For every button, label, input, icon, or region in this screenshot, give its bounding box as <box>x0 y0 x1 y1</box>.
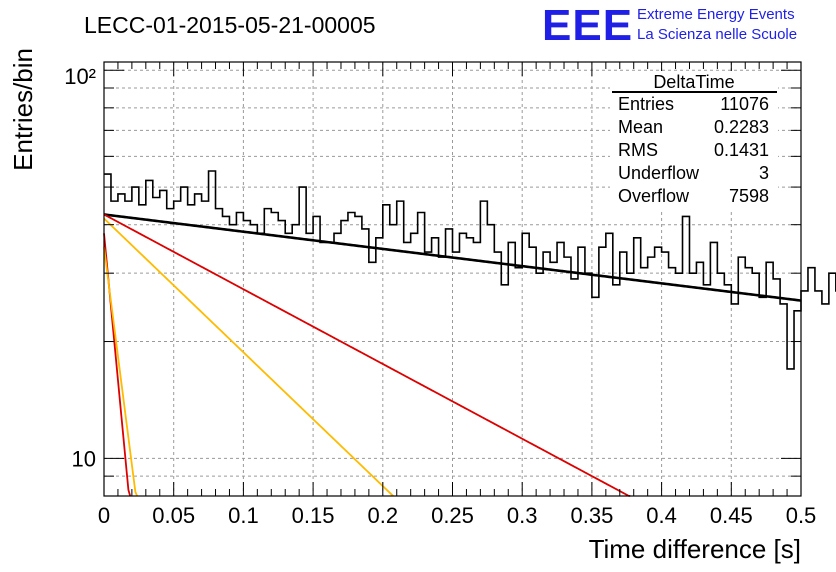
x-axis-title: Time difference [s] <box>589 534 801 564</box>
fit-curve <box>103 213 802 302</box>
stat-label: Overflow <box>618 186 690 206</box>
x-tick-label: 0.35 <box>570 503 613 528</box>
stat-label: RMS <box>618 140 658 160</box>
stat-value: 0.1431 <box>714 140 769 160</box>
stat-value: 7598 <box>729 186 769 206</box>
fit-curve <box>103 217 394 497</box>
x-tick-label: 0.05 <box>152 503 195 528</box>
fit-curve <box>103 213 631 497</box>
stat-value: 11076 <box>720 94 769 114</box>
x-tick-label: 0.45 <box>710 503 753 528</box>
stat-value: 0.2283 <box>714 117 769 137</box>
stats-box: DeltaTime Entries 11076 Mean 0.2283 RMS … <box>610 71 778 209</box>
stat-value: 3 <box>759 163 769 183</box>
x-tick-label: 0.4 <box>646 503 677 528</box>
stat-label: Underflow <box>618 163 700 183</box>
fit-curves <box>103 213 802 497</box>
x-tick-label: 0 <box>98 503 110 528</box>
y-tick-label: 10² <box>64 64 96 89</box>
stat-label: Mean <box>618 117 663 137</box>
x-tick-label: 0.1 <box>228 503 259 528</box>
stats-box-title: DeltaTime <box>653 72 734 92</box>
logo-line-2: La Scienza nelle Scuole <box>637 26 797 43</box>
fit-curve <box>103 247 138 497</box>
x-tick-label: 0.5 <box>786 503 817 528</box>
x-tick-label: 0.3 <box>507 503 538 528</box>
stat-label: Entries <box>618 94 674 114</box>
stats-box-bg <box>610 71 778 209</box>
x-tick-label: 0.2 <box>368 503 399 528</box>
logo-line-1: Extreme Energy Events <box>637 6 795 23</box>
x-tick-label: 0.15 <box>292 503 335 528</box>
y-axis-title: Entries/bin <box>8 48 38 171</box>
y-axis: 10 10² <box>64 64 801 497</box>
eee-logo: EEE Extreme Energy Events La Scienza nel… <box>542 1 797 50</box>
y-tick-label: 10 <box>72 446 96 471</box>
chart-title: LECC-01-2015-05-21-00005 <box>84 12 376 38</box>
x-tick-label: 0.25 <box>431 503 474 528</box>
x-axis: 0 0.05 0.1 0.15 0.2 0.25 0.3 0.35 0.4 0.45 0.5 <box>98 62 816 528</box>
logo-mark: EEE <box>542 1 633 50</box>
